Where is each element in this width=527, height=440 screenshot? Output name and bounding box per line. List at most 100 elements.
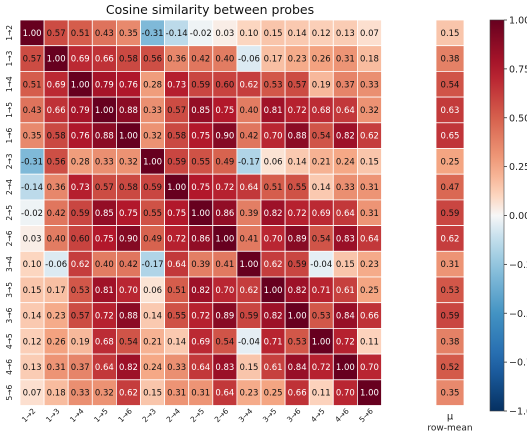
cell-value-label: 0.51	[167, 286, 186, 296]
heatmap-cell	[308, 379, 334, 406]
heatmap-cell	[91, 353, 117, 381]
cell-value-label: 0.06	[264, 157, 283, 167]
cell-value-label: 0.31	[360, 209, 379, 219]
cell-value-label: 0.54	[312, 132, 331, 142]
cell-value-label: -0.04	[238, 337, 260, 347]
heatmap-cell	[356, 353, 382, 381]
x-tick-label: 4→5	[309, 406, 327, 424]
y-tick-label: 3→5	[5, 282, 14, 298]
cell-value-label: 0.23	[360, 260, 379, 270]
heatmap-cell	[356, 225, 382, 252]
x-tick-label: 1→3	[44, 406, 62, 424]
cell-value-label: 0.64	[336, 106, 355, 116]
row-mean-value-label: 0.25	[441, 157, 460, 167]
row-mean-cell	[435, 225, 465, 252]
cell-value-label: 0.39	[239, 209, 258, 219]
row-mean-value-label: 0.35	[441, 389, 460, 399]
cell-value-label: 0.64	[336, 209, 355, 219]
cell-value-label: 0.42	[47, 209, 66, 219]
cell-value-label: 0.57	[167, 106, 186, 116]
heatmap-cell	[91, 148, 117, 175]
cell-value-label: 0.36	[47, 183, 66, 193]
cell-value-label: 0.49	[215, 157, 234, 167]
row-mean-value-label: 0.59	[441, 209, 460, 219]
cell-value-label: 0.43	[95, 29, 114, 39]
cell-value-label: 0.72	[167, 234, 186, 244]
heatmap-cell	[356, 173, 382, 201]
row-mean-cell	[435, 122, 465, 149]
cell-value-label: 0.58	[47, 132, 66, 142]
cell-value-label: 0.57	[23, 55, 42, 65]
heatmap-cell	[260, 96, 286, 124]
cell-value-label: 0.42	[119, 260, 138, 270]
x-tick-label: 1→4	[68, 406, 86, 424]
cell-value-label: 0.57	[71, 312, 90, 322]
heatmap-cell	[236, 19, 262, 47]
cell-value-label: 0.73	[71, 183, 90, 193]
heatmap-cell	[188, 96, 214, 124]
heatmap-cell	[91, 45, 117, 72]
cell-value-label: 0.82	[119, 363, 138, 373]
cell-value-label: 0.11	[360, 337, 379, 347]
heatmap-cell	[356, 71, 382, 98]
cell-value-label: 0.75	[167, 209, 186, 219]
heatmap-cell	[188, 19, 214, 47]
x-tick-label: 2→4	[165, 406, 183, 424]
cell-value-label: 0.75	[119, 209, 138, 219]
cell-value-label: 0.72	[191, 312, 210, 322]
y-tick-label: 3→6	[5, 307, 14, 323]
cell-value-label: 0.84	[336, 312, 355, 322]
cell-value-label: 1.00	[264, 286, 283, 296]
cell-value-label: -0.06	[238, 55, 260, 65]
cell-value-label: -0.04	[310, 260, 332, 270]
cell-value-label: 0.14	[167, 337, 186, 347]
cell-value-label: 1.00	[47, 55, 66, 65]
cell-value-label: 0.24	[143, 363, 162, 373]
cell-value-label: 0.15	[23, 286, 42, 296]
heatmap-cell	[308, 122, 334, 149]
cell-value-label: 0.66	[95, 55, 114, 65]
cell-value-label: 0.18	[47, 389, 66, 399]
cell-value-label: 0.75	[215, 106, 234, 116]
row-mean-value-label: 0.31	[441, 260, 460, 270]
row-mean-cell	[435, 148, 465, 175]
cell-value-label: 0.53	[312, 312, 331, 322]
cell-value-label: 0.15	[239, 363, 258, 373]
heatmap-cell	[164, 148, 190, 175]
heatmap-cell	[212, 225, 238, 252]
cell-value-label: 0.62	[239, 80, 258, 90]
heatmap-cell	[260, 199, 286, 226]
heatmap-cell	[260, 327, 286, 355]
heatmap-cell	[212, 96, 238, 124]
heatmap-cell	[19, 327, 45, 355]
cell-value-label: 0.58	[119, 55, 138, 65]
cell-value-label: 0.42	[191, 55, 210, 65]
heatmap-cell	[284, 276, 310, 304]
cell-value-label: 0.58	[119, 183, 138, 193]
colorbar-bar	[489, 19, 505, 412]
cell-value-label: 0.88	[288, 132, 307, 142]
cell-value-label: 0.86	[191, 234, 210, 244]
cell-value-label: 0.56	[143, 55, 162, 65]
row-mean-value-label: 0.47	[441, 183, 460, 193]
cell-value-label: 0.89	[215, 312, 234, 322]
cell-value-label: 0.10	[239, 29, 258, 39]
cell-value-label: 0.76	[71, 132, 90, 142]
cell-value-label: 1.00	[191, 209, 210, 219]
row-mean-value-label: 0.62	[441, 234, 460, 244]
cell-value-label: 0.24	[336, 157, 355, 167]
cell-value-label: 0.59	[239, 312, 258, 322]
heatmap-cell	[212, 122, 238, 149]
cell-value-label: -0.17	[238, 157, 260, 167]
cell-value-label: 0.26	[312, 55, 331, 65]
cell-value-label: 0.72	[336, 337, 355, 347]
cell-value-label: 0.32	[119, 157, 138, 167]
cell-value-label: 0.33	[336, 183, 355, 193]
heatmap-cell	[43, 327, 69, 355]
cell-value-label: 0.88	[95, 132, 114, 142]
colorbar-tick-label: 0.75	[509, 64, 527, 75]
heatmap-cell	[43, 148, 69, 175]
heatmap-cell	[236, 199, 262, 226]
cell-value-label: 0.39	[191, 260, 210, 270]
cell-value-label: 0.64	[215, 389, 234, 399]
